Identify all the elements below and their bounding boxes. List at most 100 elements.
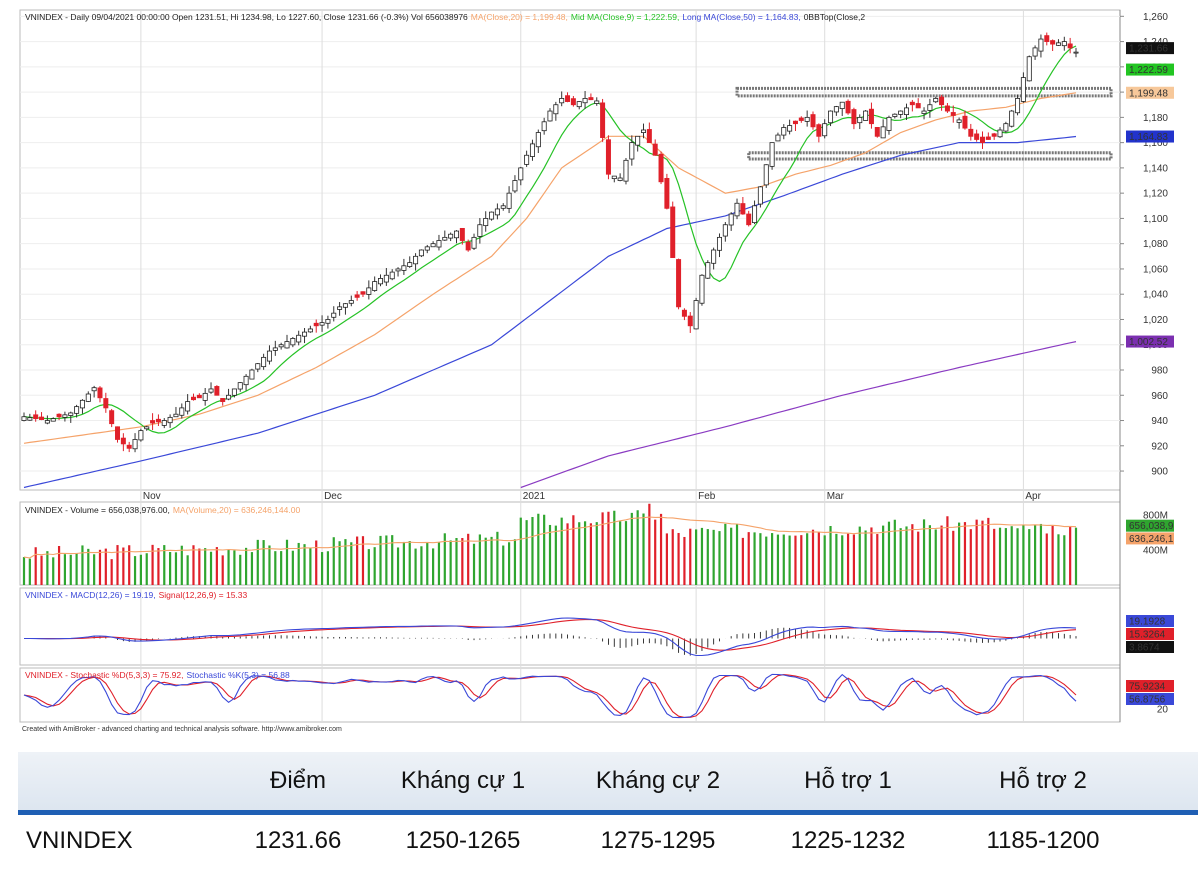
candle-body (453, 230, 459, 239)
candle-body (226, 394, 232, 400)
y-tick-label: 1,260 (1143, 12, 1168, 23)
price-label: 1,002.52 (1129, 337, 1168, 348)
candle-body (541, 121, 547, 132)
candle-body (103, 398, 109, 409)
table-row: VNINDEX 1231.66 1250-1265 1275-1295 1225… (18, 815, 1198, 867)
candle-body (155, 418, 161, 423)
price-label-bg (1126, 641, 1174, 653)
candle-body (518, 167, 524, 181)
price-label: 1,231.66 (1129, 44, 1168, 55)
candle-body (792, 120, 798, 125)
candle-body (39, 416, 45, 420)
candle-body (348, 300, 354, 304)
price-label-bg (1126, 130, 1174, 143)
candle-body (448, 233, 454, 239)
candle-body (933, 98, 939, 103)
y-tick-label: 980 (1151, 366, 1168, 377)
panel-frame-2 (19, 587, 1121, 666)
macd-header-macd: VNINDEX - MACD(12,26) = 19.19, (25, 590, 156, 600)
candle-body (185, 401, 191, 412)
y-tick-label: 1,040 (1143, 290, 1168, 301)
candle-body (676, 259, 682, 308)
stock-chart: 1,2601,2401,2201,2001,1801,1601,1401,120… (19, 9, 1174, 723)
stochastic-tick-label: 20 (1157, 705, 1169, 716)
candle-body (874, 127, 880, 137)
candle-body (681, 309, 687, 317)
candle-body (822, 123, 828, 137)
candle-body (629, 142, 635, 160)
candle-body (810, 114, 816, 128)
candle-body (658, 153, 664, 183)
candle-body (693, 300, 699, 330)
panel-frame-3 (19, 667, 1121, 723)
price-label: 56.8756 (1129, 695, 1166, 706)
candle-body (570, 98, 576, 106)
volume-tick-label: 400M (1143, 546, 1168, 557)
candle-body (173, 413, 179, 418)
candle-body (886, 116, 892, 131)
candle-body (413, 255, 419, 265)
candle-body (863, 110, 869, 121)
price-label-bg (1126, 693, 1174, 705)
stochastic-k-line (23, 673, 1077, 719)
candle-body (360, 291, 366, 295)
candle-body (524, 154, 530, 165)
candle-body (529, 143, 535, 157)
candle-body (325, 319, 331, 324)
ma50-line (23, 135, 1077, 489)
candle-body (950, 112, 956, 116)
y-tick-label: 1,060 (1143, 264, 1168, 275)
stochastic-header-k: Stochastic %K(5,3) = 56.88 (187, 670, 291, 680)
header-cell-empty (18, 752, 226, 810)
header-ma50: Long MA(Close,50) = 1,164.83, (682, 12, 800, 22)
candle-body (582, 98, 588, 104)
volume-header-ma: MA(Volume,20) = 636,246,144.00 (173, 505, 301, 515)
candle-body (85, 393, 91, 402)
candle-body (939, 96, 945, 106)
candle-body (617, 177, 623, 181)
zone-0 (735, 86, 1113, 98)
price-label: 656,038,9 (1129, 521, 1174, 532)
candle-body (79, 399, 85, 409)
candle-body (366, 287, 372, 295)
candle-body (378, 278, 384, 285)
levels-table: Điểm Kháng cự 1 Kháng cự 2 Hỗ trợ 1 Hỗ t… (18, 752, 1198, 867)
candle-body (828, 110, 834, 124)
candle-body (255, 363, 261, 370)
candle-body (734, 202, 740, 217)
candle-body (716, 236, 722, 251)
price-label-bg (1126, 615, 1174, 627)
price-label-bg (1126, 680, 1174, 692)
panel-frame-0 (19, 9, 1121, 491)
candle-body (600, 102, 606, 138)
candle-body (407, 262, 413, 267)
candle-body (44, 420, 50, 424)
signal-line (24, 619, 1077, 651)
candle-body (302, 331, 308, 337)
candle-body (851, 109, 857, 125)
candle-body (115, 426, 121, 440)
candle-body (757, 186, 763, 205)
candle-body (921, 110, 927, 114)
header-cell-ho-tro-2: Hỗ trợ 2 (999, 767, 1087, 794)
candle-body (605, 139, 611, 175)
zone-1 (747, 151, 1113, 161)
candle-body (395, 268, 401, 272)
candle-body (728, 213, 734, 226)
candle-body (506, 192, 512, 209)
candle-body (284, 341, 290, 349)
candle-body (401, 265, 407, 271)
candle-body (372, 281, 378, 291)
candle-body (208, 388, 214, 393)
candle-body (231, 388, 237, 396)
candle-body (962, 115, 968, 129)
candle-body (296, 334, 302, 343)
candle-body (641, 129, 647, 133)
candle-body (21, 416, 27, 421)
candle-body (892, 113, 898, 117)
table-header: Điểm Kháng cự 1 Kháng cự 2 Hỗ trợ 1 Hỗ t… (18, 752, 1198, 815)
candle-body (290, 338, 296, 346)
candle-body (968, 128, 974, 137)
x-tick-label: Mar (827, 491, 845, 502)
candle-body (424, 246, 430, 251)
